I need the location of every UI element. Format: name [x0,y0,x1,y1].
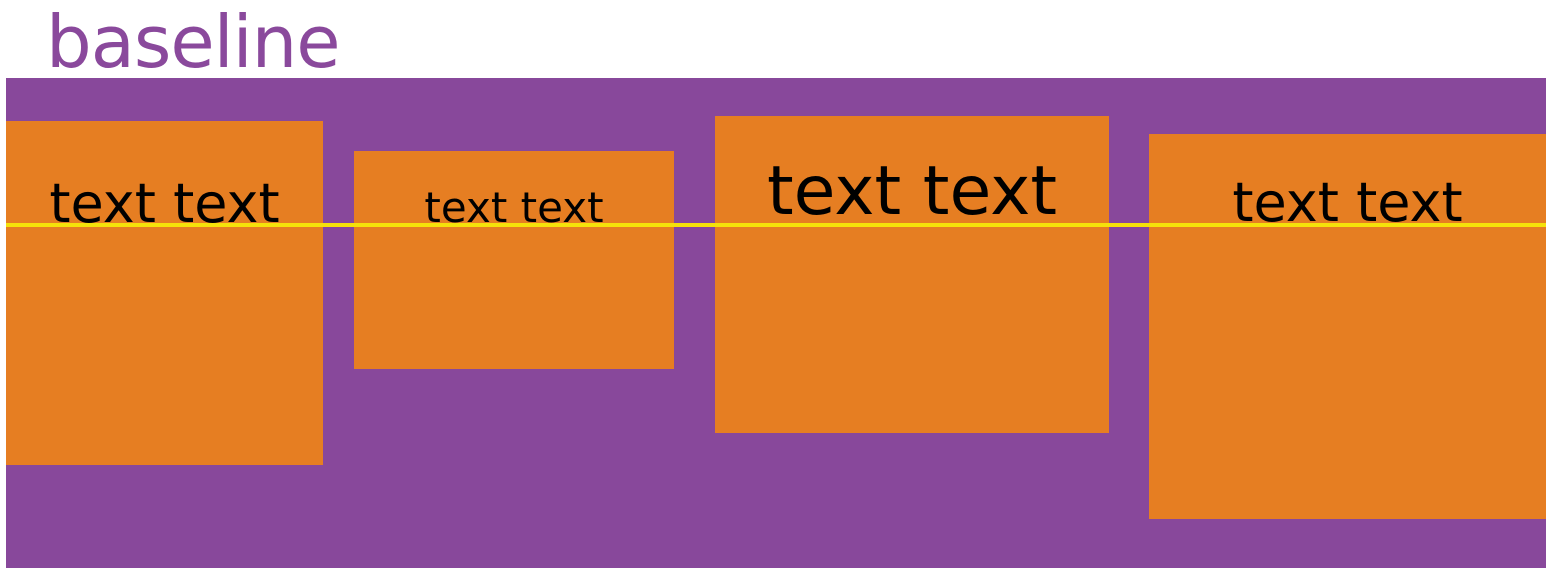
baseline-line [6,223,1546,227]
flex-item-2-text: text text [424,183,604,232]
flex-item-2: text text [354,151,674,369]
flex-item-1: text text [6,121,323,465]
flex-item-1-text: text text [49,172,280,235]
flex-item-4-text: text text [1232,171,1463,234]
flex-container: text text text text text text text text [6,78,1546,568]
diagram-title: baseline [46,0,341,84]
flex-item-3: text text [715,116,1109,433]
flex-item-3-text: text text [766,152,1058,231]
flex-item-4: text text [1149,134,1546,519]
